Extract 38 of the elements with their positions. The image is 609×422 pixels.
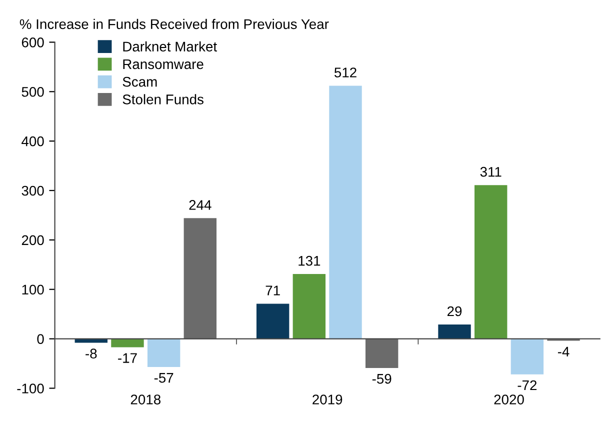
data-label: -59 — [372, 374, 392, 384]
bar — [329, 86, 362, 339]
y-tick-label: 300 — [22, 186, 44, 196]
bar — [111, 338, 144, 348]
bar — [438, 324, 471, 339]
data-label: 71 — [266, 286, 280, 296]
x-tick-label: 2019 — [312, 394, 342, 404]
y-tick-label: 500 — [22, 86, 44, 97]
bar — [510, 338, 544, 374]
data-label: -8 — [86, 348, 97, 359]
y-tick-label: 200 — [22, 235, 44, 246]
y-tick-label: 600 — [22, 38, 44, 48]
y-tick-label: -100 — [17, 384, 44, 394]
legend-label: Darknet Market — [123, 41, 217, 52]
y-tick-label: 0 — [37, 334, 44, 344]
x-tick-label: 2020 — [494, 394, 524, 404]
y-axis-title: % Increase in Funds Received from Previous Year — [20, 18, 329, 30]
bar — [184, 218, 217, 339]
data-label: 131 — [298, 256, 320, 266]
y-tick-label: 100 — [22, 284, 44, 295]
legend-label: Scam — [122, 76, 157, 87]
legend-label: Ransomware — [123, 59, 204, 70]
bar — [292, 274, 326, 339]
x-tick-label: 2018 — [130, 394, 160, 404]
bar — [474, 185, 508, 339]
data-label: 29 — [447, 306, 462, 316]
data-label: 244 — [189, 200, 212, 210]
data-label: -17 — [118, 353, 137, 363]
data-label: 512 — [334, 68, 356, 78]
data-label: -57 — [154, 373, 174, 383]
bar — [147, 338, 180, 367]
data-label: -4 — [558, 346, 570, 356]
data-label: 311 — [480, 166, 502, 177]
bar — [256, 304, 290, 339]
data-label: -72 — [518, 380, 537, 390]
legend-label: Stolen Funds — [122, 94, 204, 104]
bar — [365, 338, 398, 368]
y-tick-label: 400 — [22, 136, 44, 146]
